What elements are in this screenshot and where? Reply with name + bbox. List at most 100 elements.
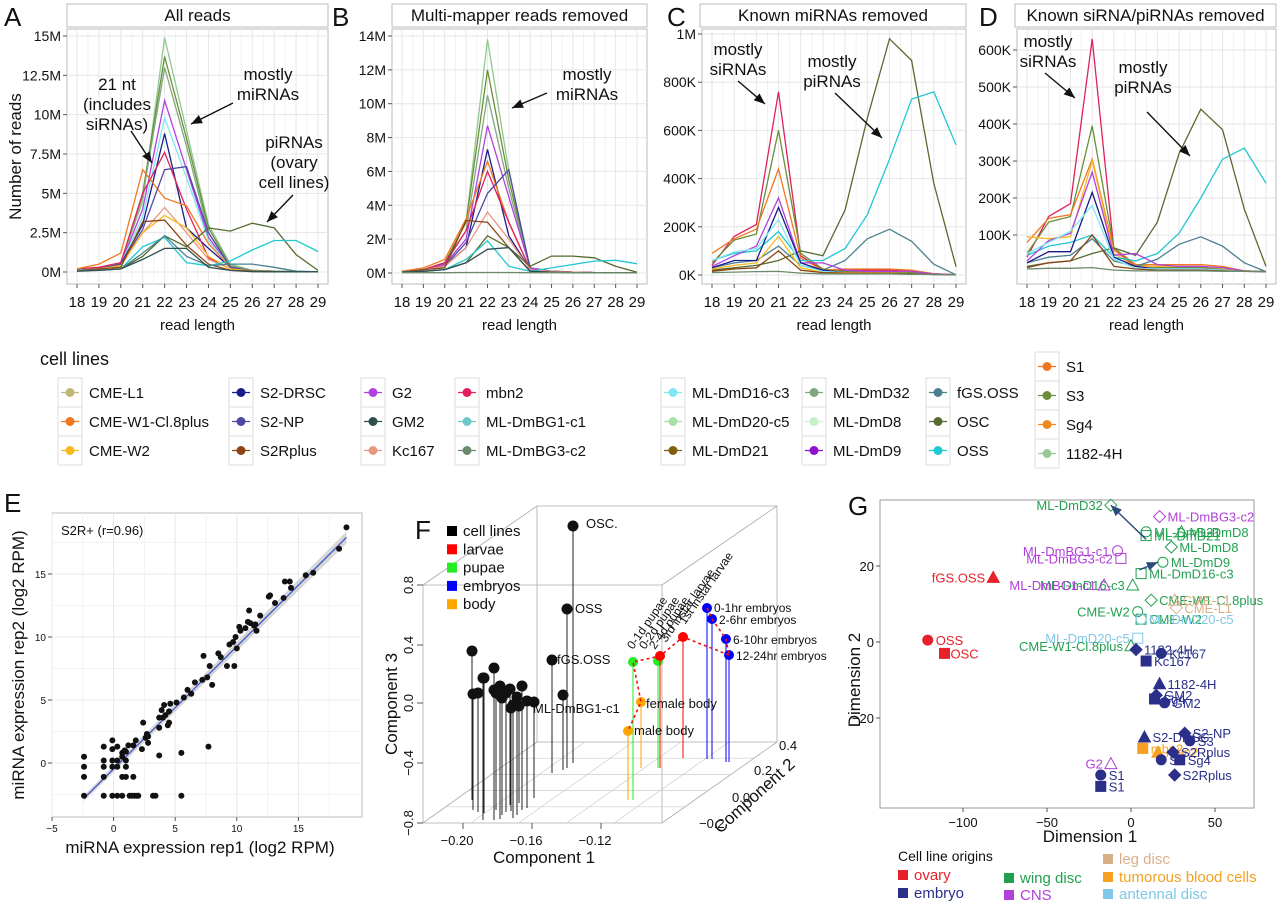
legend-item-label: G2 [392,385,412,402]
x-tick-label: 18 [1019,294,1036,311]
legend-key-dot [65,417,75,426]
data-point [1174,754,1186,766]
point-label: OSC. [586,516,618,531]
data-point [119,792,126,799]
point-label: 2-6hr embryos [719,613,796,627]
point-label: ML-DmBG3-c2 [1168,510,1255,525]
legend-key-dot [933,417,943,426]
series-line-ML-DmBG3-c2 [711,270,957,276]
legend-key-dot [933,388,943,397]
x-tick-label: −0.20 [441,833,474,848]
legend-label: ovary [914,867,951,884]
data-point [178,749,185,756]
point-label: GM2 [1164,688,1192,703]
y-tick-label: 2.5M [30,225,61,241]
legend-swatch [447,544,457,555]
point-label: OSS [936,633,964,648]
data-point-cell-line [528,696,540,708]
legend-key-dot [65,388,75,397]
data-point [109,792,116,799]
point-label: 12-24hr embryos [736,649,827,663]
x-tick-label: 27 [266,294,283,311]
panel-title: All reads [164,6,230,25]
box-edge [422,741,538,824]
legend-key-dot [1042,391,1052,400]
x-tick-label: 21 [1084,294,1101,311]
legend-item-label: OSC [957,414,990,431]
panel-F: F −0.8 −0.4 0.0 0.4 0.8 Component 3 −0.20 −0.16 −… [382,505,827,867]
panel-letter: A [4,2,22,32]
data-point [188,690,195,697]
point-label: ML-DmD16-c3 [1149,567,1234,582]
x-tick-label: 22 [156,294,173,311]
data-point [114,757,121,764]
x-axis-label: Dimension 1 [1043,827,1138,846]
data-point [130,773,137,780]
annotation-text: piRNAs [1114,78,1172,97]
legend-swatch [1103,854,1113,864]
x-tick-label: 20 [1062,294,1079,311]
data-point [1174,524,1189,538]
y-axis-label: Dimension 2 [845,633,864,728]
y-tick-label: 5 [40,696,46,707]
x-tick-label: 23 [500,294,517,311]
series-line-ML-DmBG3-c2 [1026,266,1267,273]
annotation-text: S2R+ (r=0.96) [61,523,143,538]
y-tick-label: 0K [679,267,697,283]
data-point [1095,769,1107,781]
legend-item-label: ML-DmBG3-c2 [486,443,586,460]
y-tick-label: 0.0 [732,790,750,805]
panel-title: Known miRNAs removed [738,6,928,25]
data-point-cell-line [504,683,516,695]
x-tick-label: 50 [1208,815,1222,830]
data-point-cell-line [466,645,478,657]
data-point-cell-line [478,672,490,684]
data-point [310,569,317,576]
annotation-text: miRNAs [556,85,618,104]
point-label: ML-DmBG3-c2 [1026,551,1113,566]
data-point [1184,735,1196,747]
x-tick-label: 23 [178,294,195,311]
x-tick-label: 28 [607,294,624,311]
data-point [100,773,107,780]
cell-lines-legend: cell lines CME-L1 CME-W1-Cl.8plus CME-W2 S2-… [40,349,1122,469]
annotation-text: mostly [1118,58,1168,77]
x-tick-label: 26 [565,294,582,311]
y-tick-label: 0.4 [779,738,797,753]
x-tick-label: 25 [859,294,876,311]
point-label: S1 [1109,779,1125,794]
x-tick-label: −50 [1036,815,1058,830]
data-point [125,742,132,749]
series-line-G2 [711,196,957,276]
legend-key-dot [809,417,819,426]
data-point [81,773,88,780]
x-tick-label: 25 [222,294,239,311]
x-tick-label: −0.16 [510,833,543,848]
data-point [114,792,121,799]
point-label: Kc167 [1154,654,1191,669]
y-tick-label: 0 [867,635,874,650]
point-label: S2Rplus [1183,768,1233,783]
x-tick-label: 29 [1258,294,1275,311]
data-point [1132,606,1144,618]
data-point [281,578,288,585]
data-point [343,524,350,531]
data-point [178,792,185,799]
legend-label: wing disc [1019,870,1082,887]
data-point [636,697,646,707]
x-tick-label: 19 [726,294,743,311]
point-label: ML-DmD20-c5 [1045,631,1130,646]
point-label: fGS.OSS [932,570,986,585]
x-axis-label: read length [1109,317,1184,334]
floor-grid [470,741,586,824]
legend-swatch [1004,890,1014,900]
x-tick-label: 24 [522,294,539,311]
series-line-OSC [711,37,957,271]
x-tick-label: 27 [586,294,603,311]
point-label: ML-DmD21 [1154,525,1220,540]
data-point [1129,642,1143,657]
series-line-OSS [1026,147,1267,262]
data-point [161,702,168,709]
data-point [242,625,249,632]
legend-key-dot [668,446,678,455]
